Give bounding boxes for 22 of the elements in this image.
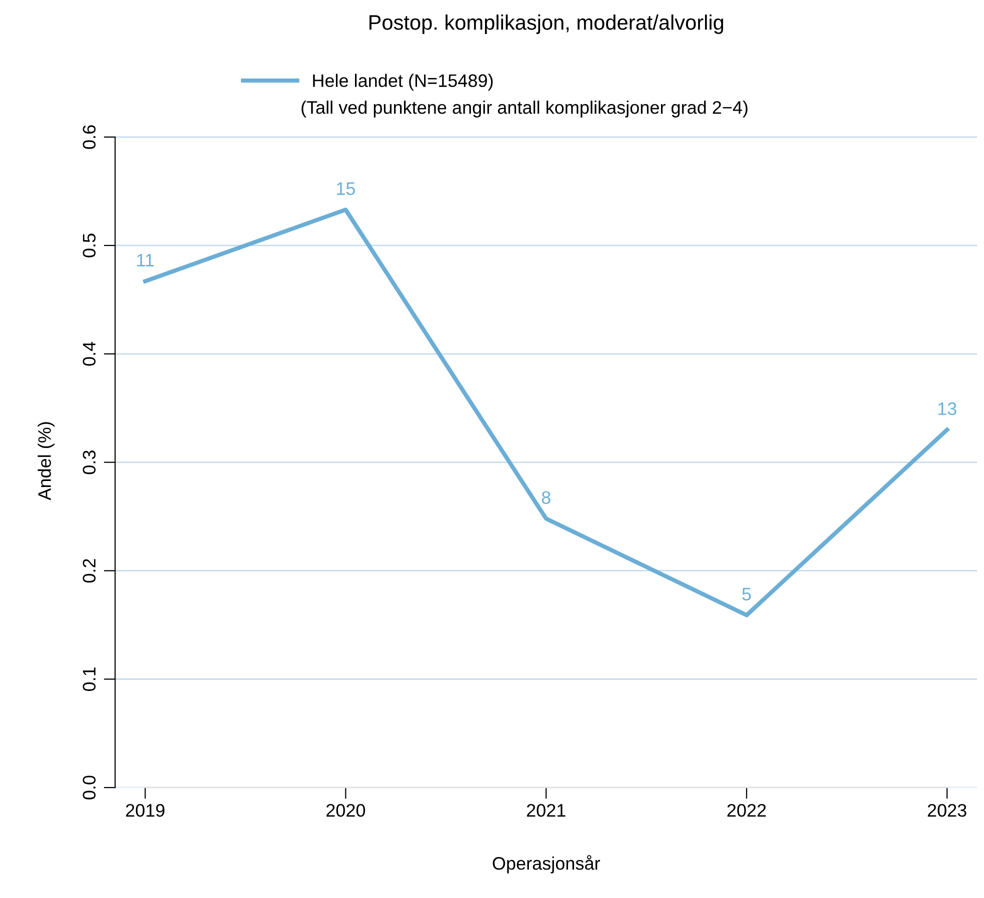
x-tick-label: 2022 xyxy=(727,804,766,817)
annotation: 13 xyxy=(938,402,956,416)
y-tick-label: 0.3 xyxy=(82,450,96,474)
x-tick-label: 2020 xyxy=(326,804,366,817)
text: (Tall ved punktene angir antall komplikasjoner grad 2−4) xyxy=(302,100,748,118)
annotation: 5 xyxy=(742,588,751,600)
annotation: 11 xyxy=(137,254,154,266)
y-tick-label: 0.1 xyxy=(82,667,96,691)
x-tick-label: 2021 xyxy=(526,804,566,817)
y-tick-label: 0.4 xyxy=(82,342,96,366)
legend-label: Hele landet (N=15489) xyxy=(313,74,493,91)
chart-title: Postop. komplikasjon, moderat/alvorlig xyxy=(370,14,724,34)
annotation: 8 xyxy=(542,491,550,504)
y-tick-label: 0.5 xyxy=(82,234,96,258)
annotation: 15 xyxy=(336,182,355,196)
x-axis-title: Operasjonsår xyxy=(492,855,600,874)
x-tick-label: 2023 xyxy=(928,804,966,817)
x-tick-label: 2019 xyxy=(126,804,164,817)
y-axis-title: Andel (%) xyxy=(38,422,55,500)
y-tick-label: 0.6 xyxy=(82,125,96,149)
y-tick-label: 0.2 xyxy=(82,559,96,583)
y-tick-label: 0.0 xyxy=(82,776,96,800)
